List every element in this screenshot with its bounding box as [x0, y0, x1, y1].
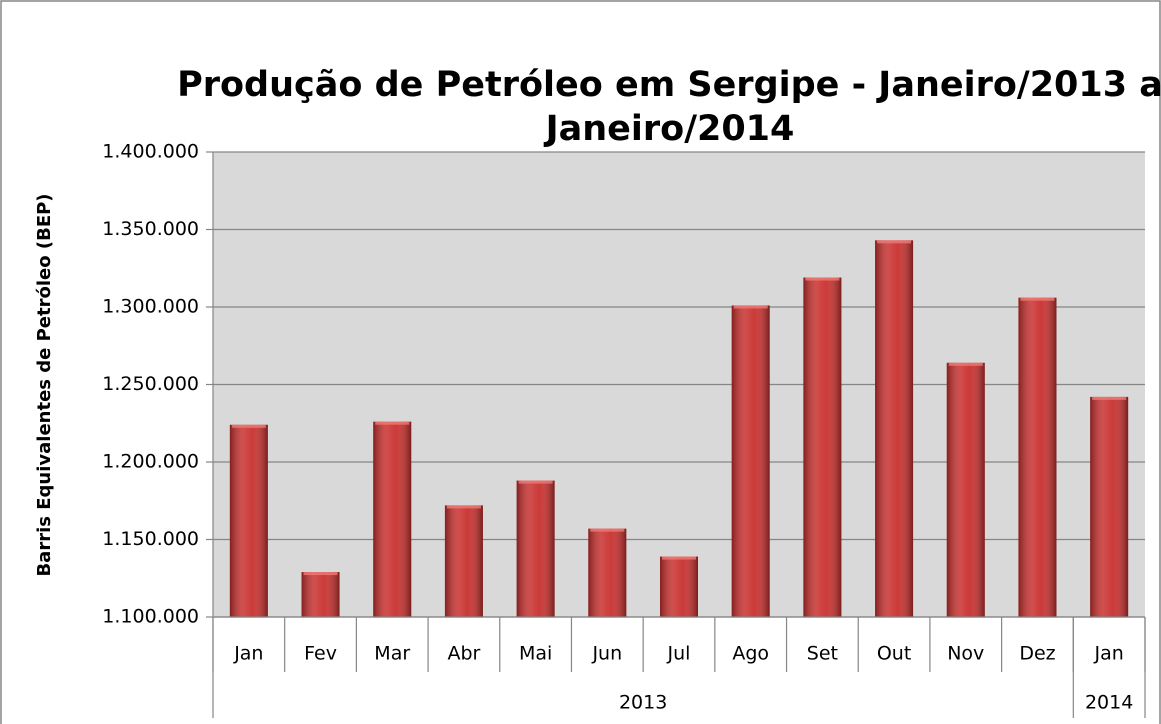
- bar-cap: [1020, 297, 1055, 301]
- x-tick-label: Mar: [374, 643, 410, 665]
- bar-cap: [518, 480, 553, 484]
- bar-cap: [375, 421, 410, 425]
- y-tick-label: 1.200.000: [102, 451, 199, 473]
- bar-shade: [660, 556, 698, 617]
- bar-cap: [446, 505, 481, 509]
- x-tick-label: Jun: [591, 643, 622, 665]
- bar-cap: [231, 424, 266, 428]
- x-tick-label: Mai: [519, 643, 552, 665]
- bar-shade: [516, 480, 555, 617]
- y-axis-label: Barris Equivalentes de Petróleo (BEP): [34, 193, 55, 576]
- bar-shade: [588, 528, 627, 617]
- bar-shade: [1018, 297, 1057, 617]
- bar-shade: [946, 362, 985, 617]
- chart-title: Produção de Petróleo em Sergipe - Janeir…: [177, 65, 1161, 105]
- bar-shade: [444, 505, 483, 617]
- bar-shade: [229, 424, 268, 617]
- y-tick-label: 1.100.000: [102, 606, 199, 628]
- x-tick-label: Fev: [304, 643, 337, 665]
- bar-shade: [875, 240, 914, 617]
- group-label: 2013: [619, 692, 667, 714]
- chart-title: Janeiro/2014: [544, 109, 795, 149]
- bar-cap: [805, 277, 840, 281]
- y-tick-label: 1.350.000: [102, 218, 199, 240]
- group-label: 2014: [1085, 692, 1133, 714]
- y-tick-label: 1.150.000: [102, 528, 199, 550]
- x-tick-label: Jan: [233, 643, 263, 665]
- x-tick-label: Jul: [667, 643, 691, 665]
- bar-cap: [1092, 396, 1127, 400]
- bar-cap: [590, 528, 625, 532]
- x-tick-label: Out: [877, 643, 911, 665]
- x-tick-label: Abr: [447, 643, 480, 665]
- bar-shade: [803, 277, 842, 617]
- bar-cap: [662, 556, 696, 560]
- bar-cap: [733, 305, 768, 309]
- y-tick-label: 1.400.000: [102, 141, 199, 163]
- x-tick-label: Set: [807, 643, 838, 665]
- bar-shade: [1090, 396, 1129, 617]
- bar-cap: [303, 572, 338, 576]
- x-tick-label: Jan: [1094, 643, 1124, 665]
- bar-cap: [948, 362, 983, 366]
- y-tick-label: 1.300.000: [102, 296, 199, 318]
- bar-cap: [877, 240, 912, 244]
- x-tick-label: Ago: [732, 643, 769, 665]
- x-tick-label: Dez: [1019, 643, 1055, 665]
- y-tick-label: 1.250.000: [102, 373, 199, 395]
- x-tick-label: Nov: [947, 643, 984, 665]
- bar-shade: [373, 421, 412, 617]
- bar-shade: [301, 572, 340, 617]
- bar-shade: [731, 305, 770, 617]
